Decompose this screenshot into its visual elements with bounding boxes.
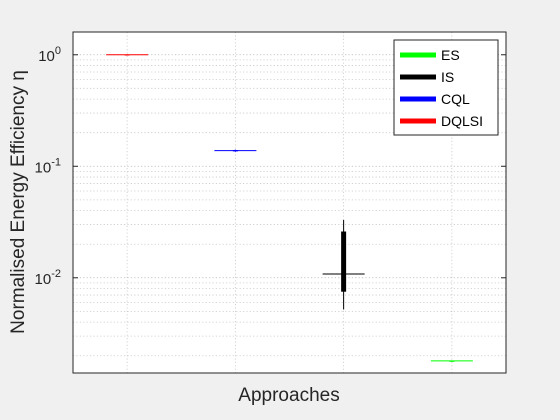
y-tick-label: 10-1 [35, 156, 61, 176]
legend-label-dqlsi: DQLSI [441, 113, 483, 129]
box-cql [214, 149, 257, 152]
legend-label-cql: CQL [441, 91, 470, 107]
box-iqr-is [341, 231, 347, 292]
plot-frame [72, 31, 507, 374]
legend-label-es: ES [441, 47, 460, 63]
x-axis-label: Approaches [238, 385, 339, 406]
y-tick-label: 10-2 [35, 268, 61, 288]
y-axis-label: Normalised Energy Efficiency η [8, 70, 29, 334]
legend: ES IS CQL DQLSI [393, 39, 499, 136]
box-is [322, 219, 365, 310]
box-series [106, 54, 473, 362]
box-es [430, 360, 473, 362]
y-tick-label: 100 [38, 45, 61, 65]
box-dqlsi [106, 54, 149, 56]
legend-label-is: IS [441, 69, 454, 85]
y-axis-ticks: 100 10-1 10-2 [35, 45, 506, 288]
